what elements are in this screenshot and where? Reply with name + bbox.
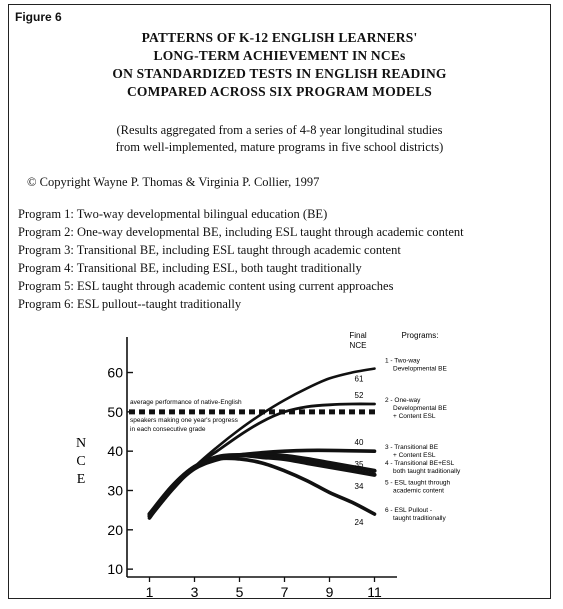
program-legend-label: 5 - ESL taught through xyxy=(385,480,451,487)
program-legend-label: 3 - Transitional BE xyxy=(385,444,439,451)
figure-label: Figure 6 xyxy=(15,10,62,24)
x-tick-label: 11 xyxy=(367,584,382,599)
y-tick-label: 30 xyxy=(107,482,123,498)
program-item: Program 4: Transitional BE, including ES… xyxy=(18,261,362,275)
program-legend-label: + Content ESL xyxy=(393,413,436,420)
reference-line-label: speakers making one year's progress xyxy=(130,417,239,424)
program-legend-label: Developmental BE xyxy=(393,405,447,412)
program-legend-label: 4 - Transitional BE+ESL xyxy=(385,460,455,467)
program-item: Program 1: Two-way developmental bilingu… xyxy=(18,207,328,221)
figure-subtitle: (Results aggregated from a series of 4-8… xyxy=(9,122,550,156)
final-value-label: 52 xyxy=(355,391,364,400)
final-value-label: 61 xyxy=(355,375,364,384)
reference-line-label: average performance of native-English xyxy=(130,399,242,406)
program-item: Program 2: One-way developmental BE, inc… xyxy=(18,225,464,239)
x-tick-label: 1 xyxy=(146,584,154,599)
y-tick-label: 10 xyxy=(107,561,123,577)
program-legend-label: + Content ESL xyxy=(393,452,436,459)
final-value-label: 40 xyxy=(355,438,364,447)
y-tick-label: 60 xyxy=(107,365,123,381)
x-tick-label: 3 xyxy=(191,584,199,599)
x-tick-label: 7 xyxy=(281,584,289,599)
program-item: Program 6: ESL pullout--taught tradition… xyxy=(18,297,242,311)
program-legend-label: both taught traditionally xyxy=(393,468,461,475)
subtitle-line: (Results aggregated from a series of 4-8… xyxy=(116,123,443,137)
program-item: Program 3: Transitional BE, including ES… xyxy=(18,243,401,257)
final-value-label: 34 xyxy=(355,482,364,491)
x-tick-label: 9 xyxy=(326,584,334,599)
y-tick-label: 20 xyxy=(107,522,123,538)
x-axis-title: GRADE xyxy=(237,597,287,599)
y-tick-label: 40 xyxy=(107,443,123,459)
program-item: Program 5: ESL taught through academic c… xyxy=(18,279,394,293)
program-legend-label: taught traditionally xyxy=(393,515,447,522)
subtitle-line: from well-implemented, mature programs i… xyxy=(115,140,444,154)
series-line xyxy=(147,448,377,516)
x-tick-label: 5 xyxy=(236,584,244,599)
title-line: ON STANDARDIZED TESTS IN ENGLISH READING xyxy=(112,66,447,81)
final-value-label: 24 xyxy=(355,518,364,527)
title-line: LONG-TERM ACHIEVEMENT IN NCEs xyxy=(153,48,406,63)
chart-axes: 1020304050601357911GRADENCE xyxy=(76,337,397,599)
y-axis-title-letter: C xyxy=(76,454,85,469)
y-axis-title-letter: N xyxy=(76,436,86,451)
reference-line-label: in each consecutive grade xyxy=(130,426,206,433)
header-final-nce: Final xyxy=(349,331,367,340)
final-value-label: 35 xyxy=(355,460,364,469)
achievement-chart: 1020304050601357911GRADENCE average perf… xyxy=(76,331,461,599)
title-line: COMPARED ACROSS SIX PROGRAM MODELS xyxy=(126,84,433,99)
y-tick-label: 50 xyxy=(107,404,123,420)
figure-title: PATTERNS OF K-12 ENGLISH LEARNERS' LONG-… xyxy=(9,29,550,101)
program-legend-label: 1 - Two-way xyxy=(385,358,421,365)
header-programs: Programs: xyxy=(402,331,439,340)
title-line: PATTERNS OF K-12 ENGLISH LEARNERS' xyxy=(141,30,418,45)
reference-line-group: average performance of native-English spe… xyxy=(129,399,379,433)
program-legend-label: 6 - ESL Pullout - xyxy=(385,507,432,514)
program-legend-label: Developmental BE xyxy=(393,366,447,373)
program-list: Program 1: Two-way developmental bilingu… xyxy=(18,205,464,313)
program-legend-label: 2 - One-way xyxy=(385,397,421,404)
figure-frame: Figure 6 PATTERNS OF K-12 ENGLISH LEARNE… xyxy=(8,4,551,599)
series-line xyxy=(147,456,377,520)
program-legend-label: academic content xyxy=(393,488,444,495)
series-group xyxy=(147,367,377,520)
copyright-notice: © Copyright Wayne P. Thomas & Virginia P… xyxy=(27,175,320,189)
header-final-nce: NCE xyxy=(350,341,367,350)
y-axis-title-letter: E xyxy=(77,472,86,487)
